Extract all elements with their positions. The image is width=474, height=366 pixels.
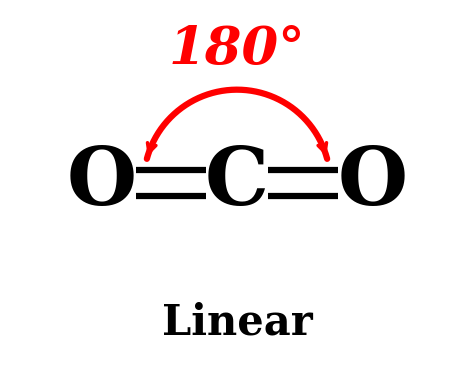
- Text: O: O: [66, 144, 137, 222]
- Text: 180°: 180°: [169, 24, 305, 75]
- Text: C: C: [205, 144, 269, 222]
- Text: Linear: Linear: [162, 301, 312, 343]
- Text: O: O: [337, 144, 408, 222]
